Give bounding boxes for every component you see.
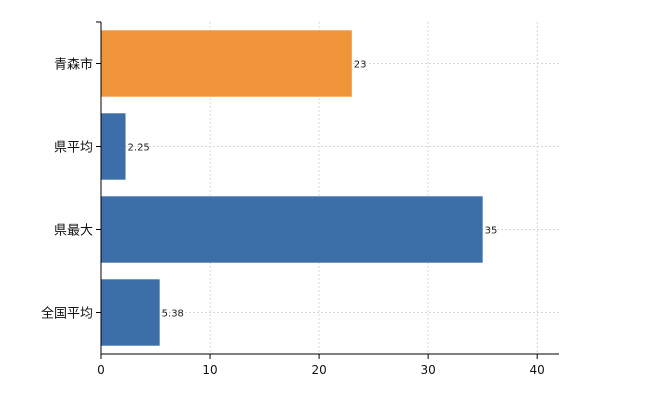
data-label-3: 5.38 (162, 309, 184, 320)
x-tick-label-10: 10 (202, 363, 217, 377)
category-label-3: 全国平均 (41, 306, 93, 322)
bar-0 (101, 30, 352, 97)
category-label-0: 青森市 (54, 57, 93, 73)
category-label-1: 県平均 (54, 141, 93, 156)
bar-2 (101, 196, 483, 263)
x-tick-label-20: 20 (311, 363, 326, 377)
bar-1 (101, 113, 126, 180)
x-tick-label-0: 0 (97, 363, 105, 377)
data-label-0: 23 (354, 60, 367, 71)
bar-3 (101, 279, 160, 346)
data-labels: 23 2.25 35 5.38 (128, 60, 498, 320)
data-label-1: 2.25 (128, 143, 150, 154)
x-tick-label-30: 30 (421, 363, 436, 377)
category-label-2: 県最大 (54, 224, 93, 239)
data-label-2: 35 (485, 226, 498, 237)
x-tick-label-40: 40 (530, 363, 545, 377)
bars (101, 30, 483, 346)
